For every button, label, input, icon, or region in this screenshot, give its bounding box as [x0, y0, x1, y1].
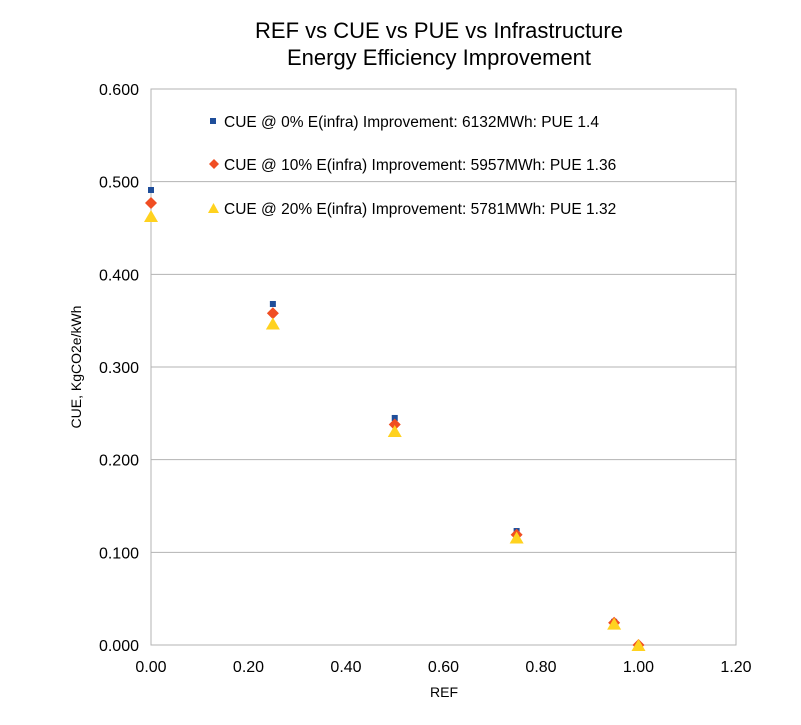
x-tick-label: 0.60 [428, 659, 459, 676]
data-point-series-2 [387, 424, 402, 437]
x-tick-label: 1.20 [720, 659, 751, 676]
y-tick-label: 0.200 [99, 453, 139, 470]
x-tick-label: 0.40 [330, 659, 361, 676]
legend-label-series-0: CUE @ 0% E(infra) Improvement: 6132MWh: … [224, 114, 599, 131]
y-tick-label: 0.400 [99, 267, 139, 284]
data-point-series-2 [265, 317, 280, 330]
y-axis-label: CUE, KgCO2e/kWh [68, 306, 84, 429]
y-tick-label: 0.600 [99, 82, 139, 99]
x-axis-label: REF [430, 684, 458, 700]
x-tick-label: 0.80 [525, 659, 556, 676]
data-point-series-1 [266, 307, 279, 320]
legend-entry-series-1: CUE @ 10% E(infra) Improvement: 5957MWh:… [209, 157, 616, 174]
legend-entry-series-2: CUE @ 20% E(infra) Improvement: 5781MWh:… [208, 201, 616, 218]
y-tick-label: 0.000 [99, 638, 139, 655]
x-tick-label: 0.00 [135, 659, 166, 676]
x-axis-ticks: 0.00 0.20 0.40 0.60 0.80 1.00 1.20 [135, 659, 751, 676]
y-tick-label: 0.100 [99, 545, 139, 562]
legend-label-series-1: CUE @ 10% E(infra) Improvement: 5957MWh:… [224, 157, 616, 174]
legend-marker-triangle [208, 203, 219, 213]
data-point-series-0 [148, 187, 154, 194]
legend: CUE @ 0% E(infra) Improvement: 6132MWh: … [208, 114, 616, 218]
data-point-series-2 [144, 209, 158, 222]
chart-title-line-2: Energy Efficiency Improvement [287, 45, 591, 70]
data-points [144, 187, 646, 651]
y-tick-label: 0.500 [99, 175, 139, 192]
legend-marker-diamond [209, 159, 219, 169]
data-point-series-0 [391, 414, 398, 421]
x-tick-label: 1.00 [623, 659, 654, 676]
data-point-series-2 [631, 639, 646, 651]
y-axis-ticks: 0.000 0.100 0.200 0.300 0.400 0.500 0.600 [99, 82, 139, 655]
legend-label-series-2: CUE @ 20% E(infra) Improvement: 5781MWh:… [224, 201, 616, 218]
x-tick-label: 0.20 [233, 659, 264, 676]
data-point-series-1 [145, 196, 157, 209]
data-point-series-0 [269, 300, 276, 307]
data-point-series-2 [509, 531, 524, 544]
legend-marker-square [210, 118, 216, 124]
legend-entry-series-0: CUE @ 0% E(infra) Improvement: 6132MWh: … [210, 114, 599, 131]
data-point-series-1 [388, 418, 401, 431]
y-tick-label: 0.300 [99, 360, 139, 377]
chart-title-line-1: REF vs CUE vs PUE vs Infrastructure [255, 18, 623, 43]
data-point-series-2 [607, 617, 622, 630]
